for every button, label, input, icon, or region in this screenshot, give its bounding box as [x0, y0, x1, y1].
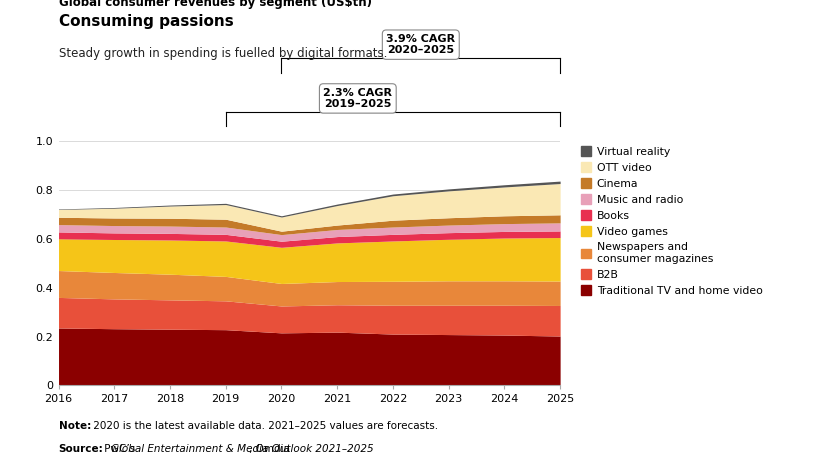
Text: 3.9% CAGR
2020–2025: 3.9% CAGR 2020–2025 [386, 34, 456, 55]
Text: 2.3% CAGR
2019–2025: 2.3% CAGR 2019–2025 [324, 87, 392, 109]
Text: PwC’s: PwC’s [101, 444, 139, 454]
Text: Source:: Source: [59, 444, 104, 454]
Text: Global consumer revenues by segment (US$tn): Global consumer revenues by segment (US$… [59, 0, 371, 9]
Legend: Virtual reality, OTT video, Cinema, Music and radio, Books, Video games, Newspap: Virtual reality, OTT video, Cinema, Musi… [580, 147, 762, 296]
Text: Consuming passions: Consuming passions [59, 14, 233, 29]
Text: Global Entertainment & Media Outlook 2021–2025: Global Entertainment & Media Outlook 202… [111, 444, 374, 454]
Text: Note:: Note: [59, 421, 91, 431]
Text: , Omdia: , Omdia [249, 444, 290, 454]
Text: 2020 is the latest available data. 2021–2025 values are forecasts.: 2020 is the latest available data. 2021–… [90, 421, 438, 431]
Text: Steady growth in spending is fuelled by digital formats.: Steady growth in spending is fuelled by … [59, 47, 387, 60]
